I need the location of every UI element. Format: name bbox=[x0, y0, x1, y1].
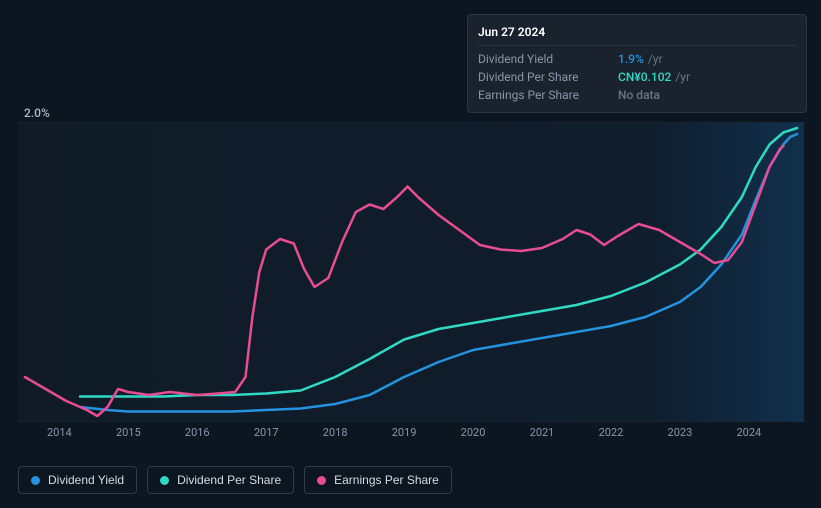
legend-dot-icon bbox=[31, 476, 40, 485]
x-tick-label: 2020 bbox=[461, 426, 486, 439]
legend-dot-icon bbox=[317, 476, 326, 485]
x-tick-label: 2023 bbox=[668, 426, 693, 439]
x-tick-label: 2014 bbox=[47, 426, 72, 439]
tooltip-date: Jun 27 2024 bbox=[478, 21, 796, 46]
tooltip-row: Dividend Per Share CN¥0.102 /yr bbox=[478, 68, 796, 86]
x-tick-label: 2015 bbox=[116, 426, 141, 439]
y-axis-max-label: 2.0% bbox=[24, 106, 50, 120]
legend-item-dividend-per-share[interactable]: Dividend Per Share bbox=[147, 466, 294, 494]
tooltip-value: 1.9% bbox=[618, 52, 644, 66]
legend-label: Earnings Per Share bbox=[334, 473, 439, 487]
x-tick-label: 2018 bbox=[323, 426, 348, 439]
tooltip-label: Dividend Per Share bbox=[478, 70, 618, 84]
tooltip-suffix: /yr bbox=[675, 70, 690, 84]
x-tick-label: 2016 bbox=[185, 426, 210, 439]
legend-dot-icon bbox=[160, 476, 169, 485]
chart-area[interactable]: 2.0% 0% Past 201420152016201720182019202… bbox=[18, 100, 804, 448]
legend-label: Dividend Yield bbox=[48, 473, 124, 487]
x-tick-label: 2024 bbox=[736, 426, 761, 439]
legend-item-earnings-per-share[interactable]: Earnings Per Share bbox=[304, 466, 452, 494]
plot-background bbox=[18, 122, 804, 422]
tooltip-label: Dividend Yield bbox=[478, 52, 618, 66]
chart-svg bbox=[18, 122, 804, 422]
tooltip-suffix: /yr bbox=[648, 52, 663, 66]
chart-legend: Dividend Yield Dividend Per Share Earnin… bbox=[18, 466, 452, 494]
x-axis: 2014 2015 2016 2017 2018 2019 2020 2021 2022 2023… bbox=[18, 426, 804, 446]
legend-label: Dividend Per Share bbox=[177, 473, 281, 487]
x-tick-label: 2021 bbox=[530, 426, 555, 439]
tooltip-row: Dividend Yield 1.9% /yr bbox=[478, 50, 796, 68]
x-tick-label: 2017 bbox=[254, 426, 279, 439]
tooltip-value: CN¥0.102 bbox=[618, 70, 671, 84]
x-tick-label: 2019 bbox=[392, 426, 417, 439]
chart-tooltip: Jun 27 2024 Dividend Yield 1.9% /yr Divi… bbox=[467, 14, 807, 113]
x-tick-label: 2022 bbox=[599, 426, 624, 439]
legend-item-dividend-yield[interactable]: Dividend Yield bbox=[18, 466, 137, 494]
